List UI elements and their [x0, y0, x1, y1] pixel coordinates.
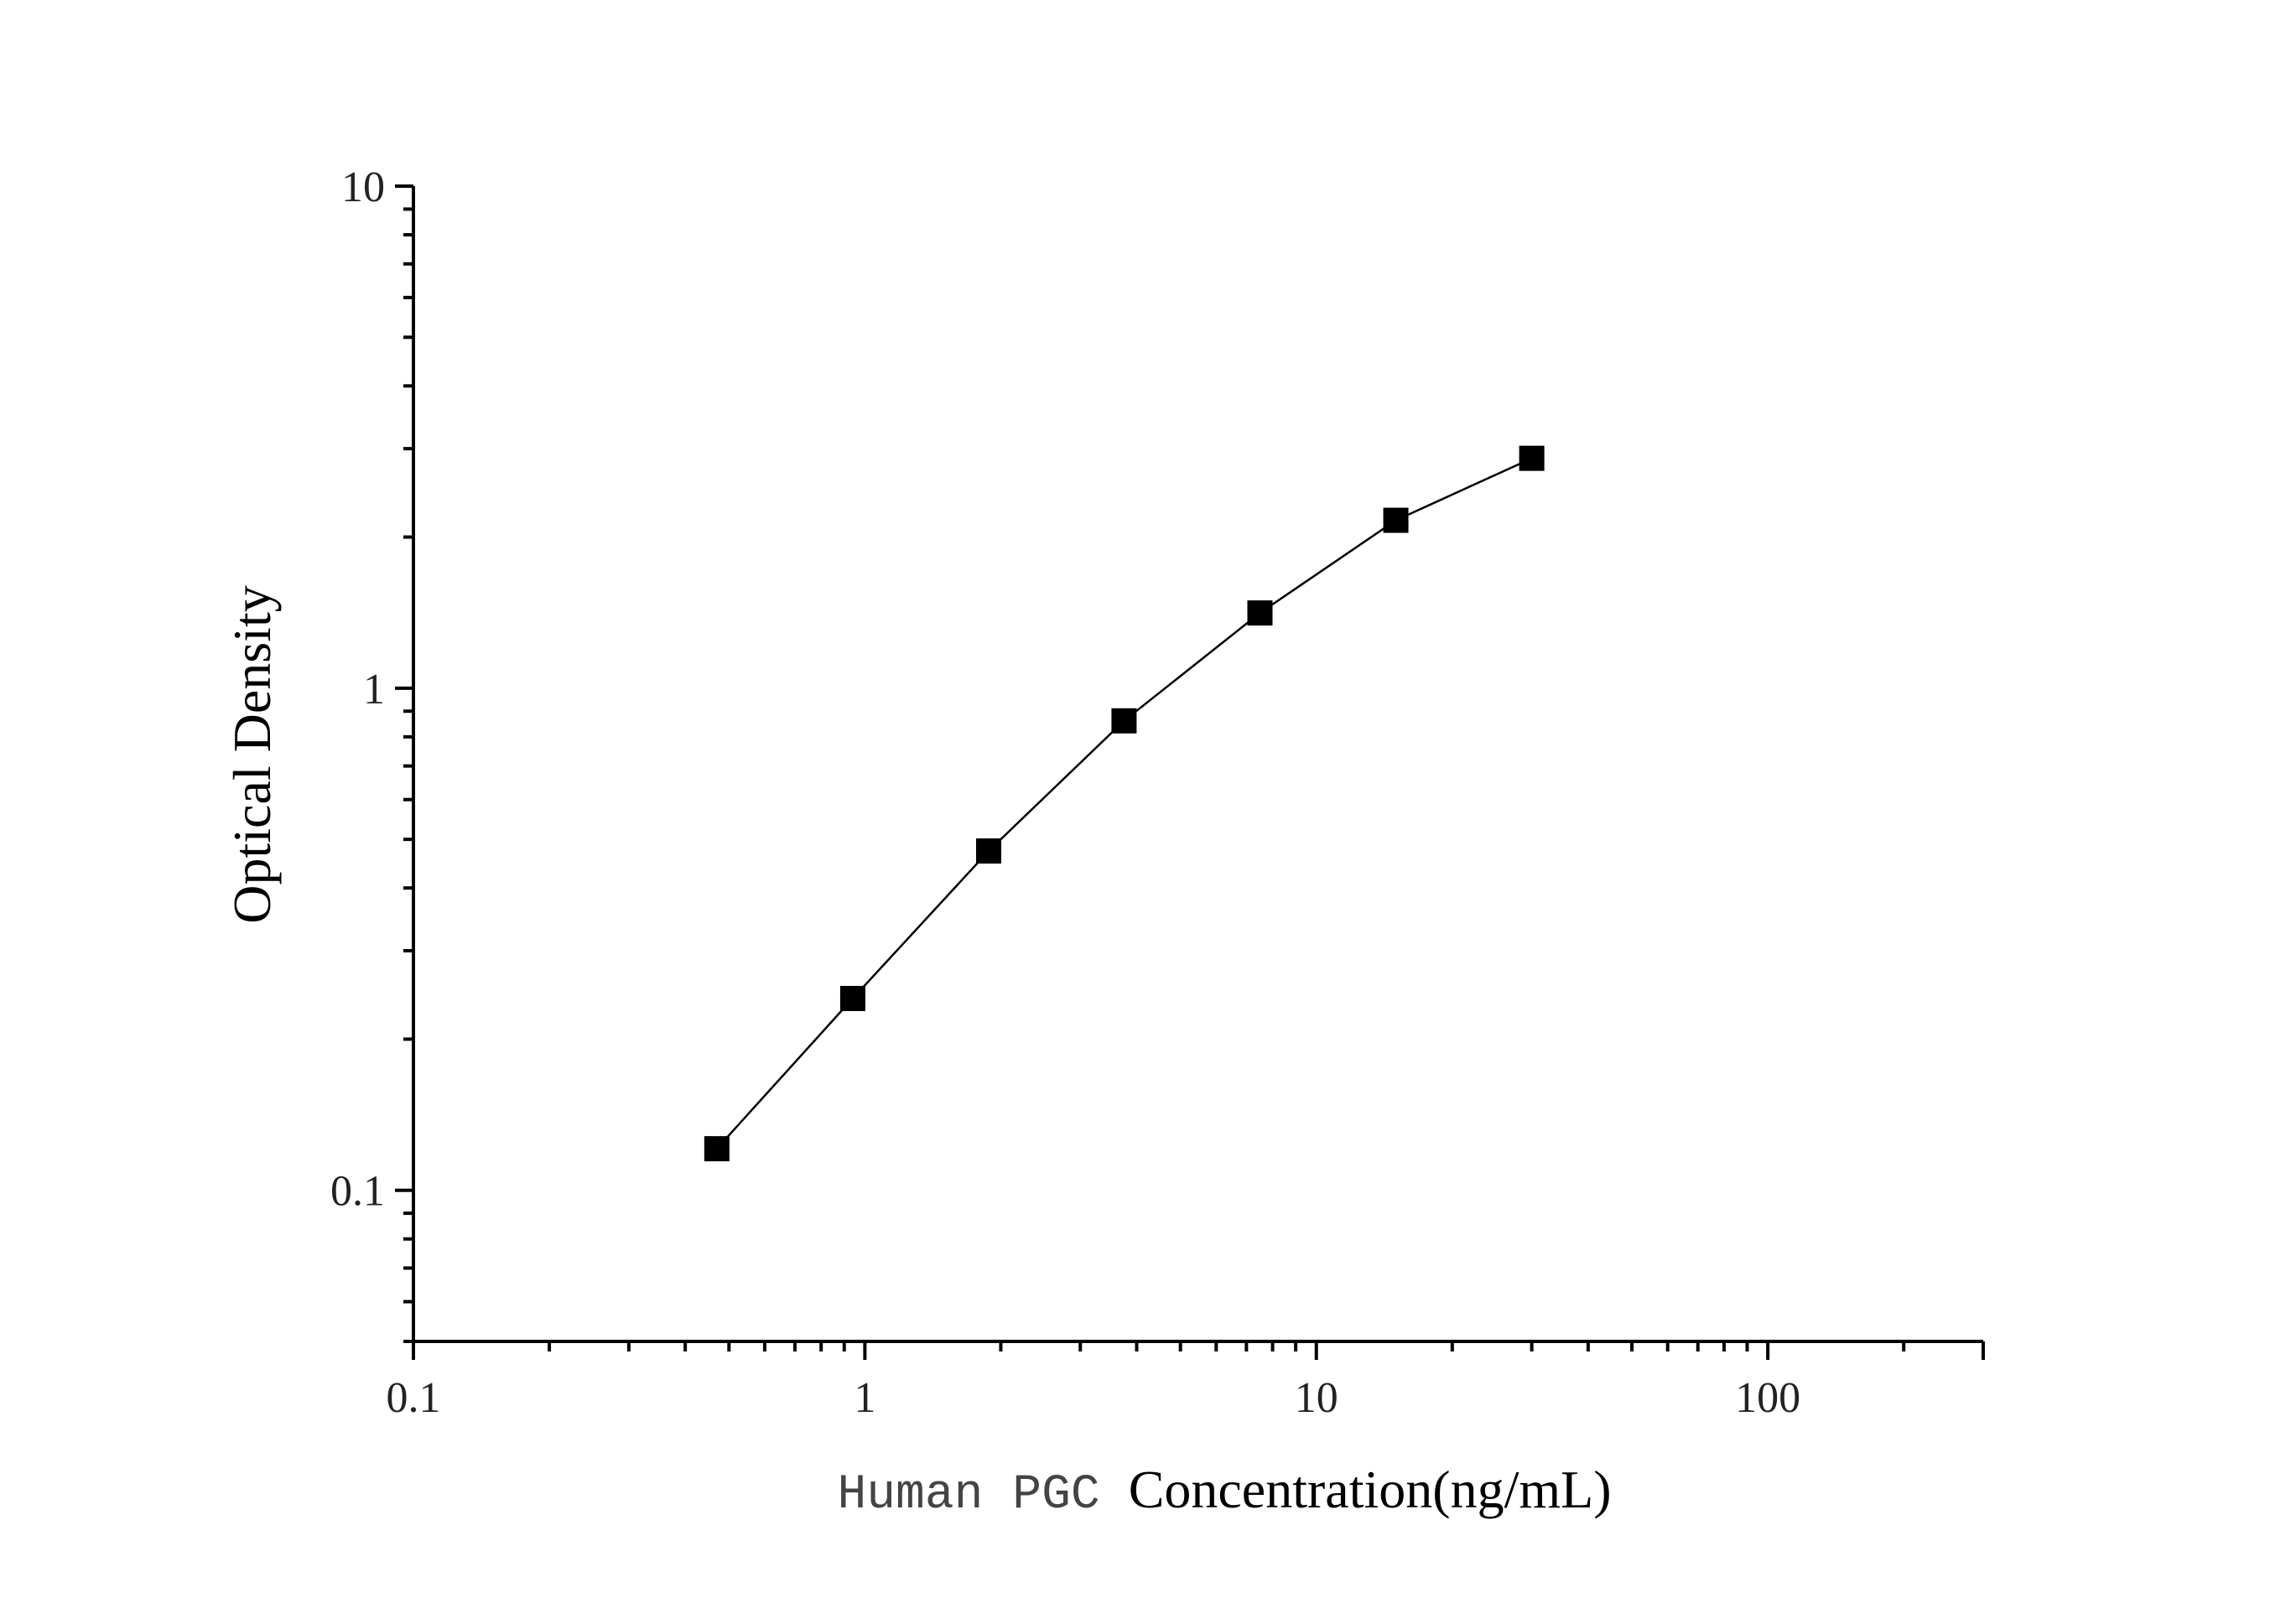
- data-point-marker: [704, 1136, 730, 1162]
- x-tick-label: 100: [1735, 1374, 1800, 1422]
- y-tick-label: 1: [363, 666, 385, 713]
- data-point-marker: [1383, 507, 1409, 533]
- x-tick-label: 1: [854, 1374, 875, 1422]
- x-axis-title-main: Concentration(ng/mL): [1129, 1460, 1612, 1519]
- y-tick-label: 10: [341, 163, 385, 211]
- plot-area: [704, 445, 1545, 1162]
- series-line: [715, 457, 1533, 1149]
- x-axis-title: Human PGC Concentration(ng/mL): [837, 1460, 1611, 1523]
- x-tick-label: 10: [1295, 1374, 1338, 1422]
- y-axis-title: Optical Density: [222, 585, 282, 923]
- axes: [412, 186, 1983, 1343]
- data-point-marker: [975, 838, 1001, 864]
- x-tick-label: 0.1: [387, 1374, 441, 1422]
- ticks: [395, 184, 1985, 1360]
- data-point-marker: [839, 985, 865, 1011]
- data-point-marker: [1519, 445, 1545, 471]
- data-point-marker: [1247, 600, 1273, 626]
- tick-labels: 0.1 1 10 100 0.1 1 10: [330, 163, 1800, 1422]
- x-axis-title-prefix: Human PGC: [837, 1468, 1099, 1523]
- data-point-marker: [1111, 708, 1137, 734]
- y-tick-label: 0.1: [330, 1168, 385, 1216]
